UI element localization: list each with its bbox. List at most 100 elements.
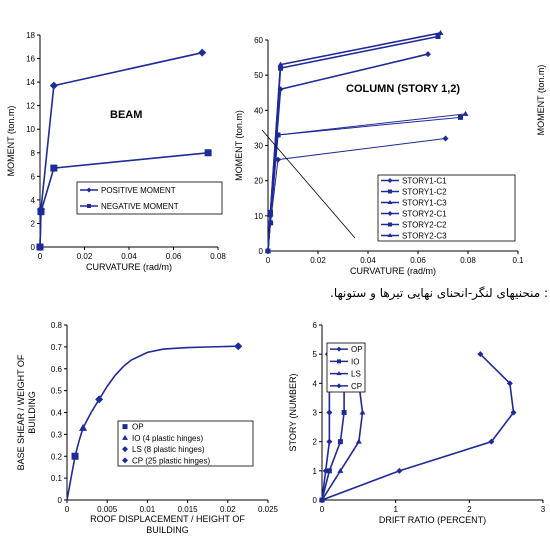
pushover-data-point (79, 423, 88, 431)
column-legend-item: STORY2-C2 (402, 221, 447, 230)
column-legend-item: STORY1-C3 (402, 199, 447, 208)
drift-xtick-label: 2 (467, 505, 472, 514)
drift-legend-swatch-marker (336, 346, 342, 352)
beam-legend: POSITIVE MOMENT NEGATIVE MOMENT (76, 181, 223, 215)
pushover-ytick-label: 0.3 (51, 430, 63, 439)
pushover-ylabel-cont: BUILDING (27, 391, 37, 434)
beam-data-point (198, 48, 207, 57)
column-legend-swatch-marker (388, 189, 392, 194)
column-data-point (425, 51, 431, 58)
beam-xtick-label: 0 (38, 252, 43, 261)
beam-ytick-label: 12 (26, 102, 35, 111)
drift-legend-box (326, 342, 366, 393)
drift-legend: OP IO LS CP (326, 342, 366, 393)
column-data-point (437, 29, 444, 35)
drift-data-point (341, 410, 347, 415)
column-data-point (435, 33, 441, 39)
pushover-legend-item: CP (25 plastic hinges) (132, 456, 210, 465)
pushover-data-point (95, 395, 104, 404)
figure-caption: : منحنیهای لنگر-انحنای نهایی تیرها و ستو… (330, 286, 548, 300)
pushover-data-point (71, 452, 79, 460)
drift-legend-item: OP (351, 345, 363, 354)
beam-data-point (37, 208, 45, 216)
column-xtick-label: 0.08 (460, 256, 476, 265)
pushover-ytick-label: 0.2 (51, 452, 63, 461)
column-ytick-label: 40 (254, 106, 263, 115)
pushover-chart: 0 0.1 0.2 0.3 0.4 0.5 0.6 0.7 0.8 0 0.005 0.01 0.015… (16, 321, 279, 535)
column-right-ylabel: MOMENT (ton.m) (536, 65, 546, 136)
beam-ytick-label: 8 (31, 149, 36, 158)
column-legend-item: STORY2-C3 (402, 232, 447, 241)
pushover-xlabel: ROOF DISPLACEMENT / HEIGHT OF (90, 514, 245, 524)
drift-ytick-label: 2 (313, 438, 318, 447)
column-series-line (267, 113, 466, 252)
beam-ylabel: MOMENT (ton.m) (6, 106, 16, 177)
drift-ylabel: STORY (NUMBER) (288, 373, 298, 451)
pushover-xtick-label: 0.005 (97, 505, 118, 514)
column-data-point (265, 248, 271, 253)
column-xtick-label: 0.04 (360, 256, 376, 265)
drift-legend-item: CP (351, 382, 362, 391)
column-title: COLUMN (STORY 1,2) (346, 83, 460, 95)
pushover-legend-box (117, 420, 254, 467)
column-ytick-label: 0 (259, 247, 264, 256)
pushover-legend-swatch-marker (122, 434, 128, 440)
drift-data-point (337, 467, 344, 473)
decorative-diagonal-line (261, 129, 356, 239)
column-legend: STORY1-C1 STORY1-C2 STORY1-C3 STORY2-C1 STOR… (377, 174, 516, 242)
drift-ytick-label: 5 (313, 350, 318, 359)
drift-data-point (477, 351, 484, 358)
beam-xtick-label: 0.06 (166, 252, 182, 261)
pushover-xtick-label: 0.015 (178, 505, 199, 514)
beam-series-line (39, 51, 203, 248)
beam-ytick-label: 10 (26, 125, 35, 134)
column-legend-item: STORY1-C1 (402, 177, 447, 186)
drift-data-point (337, 439, 343, 445)
column-xtick-label: 0.1 (512, 256, 524, 265)
beam-ytick-label: 2 (31, 219, 36, 228)
column-legend-item: STORY1-C2 (402, 188, 447, 197)
drift-data-point (359, 409, 366, 415)
column-data-point (442, 135, 449, 142)
pushover-legend-item: OP (132, 423, 144, 432)
beam-xtick-label: 0.02 (77, 252, 93, 261)
column-legend-box (377, 174, 516, 242)
beam-legend-item: NEGATIVE MOMENT (101, 202, 179, 211)
beam-legend-box (76, 181, 223, 215)
drift-xtick-label: 1 (393, 505, 398, 514)
pushover-legend-swatch-marker (122, 424, 128, 430)
pushover-curve-line (66, 345, 239, 501)
beam-ytick-label: 0 (31, 243, 36, 252)
beam-xtick-label: 0.08 (210, 252, 226, 261)
drift-legend-swatch-marker (337, 359, 341, 364)
column-legend-swatch-marker (387, 178, 393, 183)
column-ytick-label: 30 (254, 142, 263, 151)
pushover-xtick-label: 0.025 (258, 505, 279, 514)
column-ytick-label: 20 (254, 177, 263, 186)
beam-legend-swatch-marker (86, 187, 92, 193)
column-legend-swatch-marker (387, 233, 393, 237)
drift-series-line (321, 353, 515, 501)
column-ytick-label: 50 (254, 71, 263, 80)
drift-data-point (506, 380, 513, 387)
beam-data-point (49, 81, 58, 90)
pushover-xtick-label: 0.02 (220, 505, 236, 514)
column-ytick-label: 10 (254, 212, 263, 221)
column-xtick-label: 0.06 (410, 256, 426, 265)
beam-title: BEAM (110, 109, 142, 121)
beam-xtick-label: 0.04 (121, 252, 137, 261)
column-legend-swatch-marker (387, 200, 393, 204)
column-xtick-label: 0 (266, 256, 271, 265)
drift-xtick-label: 0 (320, 505, 325, 514)
drift-data-point (326, 438, 333, 445)
pushover-ylabel: BASE SHEAR / WEIGHT OF (16, 354, 26, 470)
pushover-legend-swatch-marker (122, 446, 128, 453)
pushover-ytick-label: 0.4 (51, 409, 63, 418)
drift-chart: 0 1 2 3 4 5 6 0 1 2 3 DRIFT RATIO (PERCENT) STORY (N… (288, 321, 546, 525)
column-data-point (275, 131, 281, 137)
column-ytick-label: 60 (254, 36, 263, 45)
drift-data-point (319, 497, 325, 503)
pushover-ytick-label: 0.8 (51, 321, 63, 330)
pushover-xtick-label: 0 (65, 505, 70, 514)
column-legend-swatch-marker (388, 222, 392, 227)
